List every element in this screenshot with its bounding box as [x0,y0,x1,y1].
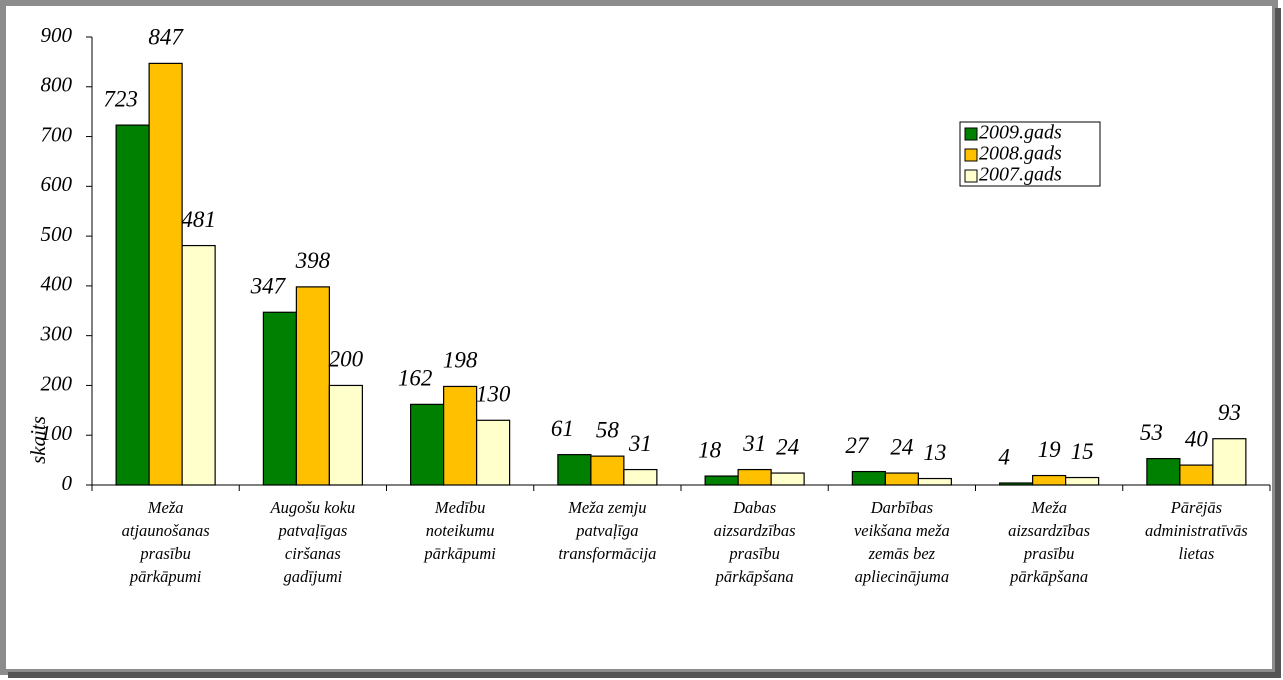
shadow [8,672,1281,678]
bar [590,455,625,486]
y-tick-label: 900 [41,23,73,47]
data-label: 31 [742,431,766,456]
bar [1146,458,1181,486]
bar [1212,438,1247,486]
x-tick-label: pārkāpumi [423,544,496,563]
data-label: 13 [923,440,946,465]
x-tick-label: Medību [434,498,485,517]
bar [704,475,739,486]
y-tick-label: 600 [41,172,73,196]
data-label: 347 [250,274,287,299]
x-tick-label: Meža zemju [567,498,646,517]
bar [557,454,592,486]
x-tick-label: gadījumi [284,567,343,586]
y-tick-label: 100 [41,421,73,445]
x-tick-label: Meža [1030,498,1067,517]
data-label: 481 [181,207,216,232]
x-tick-label: zemās bez [868,544,936,563]
bar [770,472,805,486]
bar [737,468,772,486]
data-label: 130 [476,382,511,407]
x-tick-label: transformācija [558,544,656,563]
data-label: 53 [1140,420,1163,445]
data-label: 27 [845,433,870,458]
bar [410,403,445,486]
data-label: 200 [329,347,364,372]
data-label: 162 [398,366,433,391]
legend-box [959,121,1101,187]
y-tick-label: 700 [41,122,73,146]
data-label: 19 [1038,437,1062,462]
x-tick-label: noteikumu [426,521,495,540]
x-tick-label: Augošu koku [269,498,355,517]
data-label: 15 [1071,439,1094,464]
data-label: 18 [698,437,722,462]
bar [917,477,952,486]
x-tick-label: aizsardzības [714,521,796,540]
data-label: 58 [596,417,620,442]
y-tick-label: 400 [41,272,73,296]
data-label: 61 [551,416,574,441]
x-tick-label: pārkāpšana [1009,567,1088,586]
x-tick-label: Darbības [870,498,933,517]
data-label: 24 [776,434,799,459]
shadow [1275,8,1281,678]
x-tick-label: Dabas [732,498,776,517]
bar [851,470,886,486]
x-tick-label: aizsardzības [1008,521,1090,540]
bar [999,482,1034,486]
x-tick-label: lietas [1179,544,1215,563]
bar [295,286,330,486]
x-tick-label: pārkāpumi [129,567,202,586]
legend-label: 2007.gads [979,164,1062,186]
x-tick-label: atjaunošanas [122,521,210,540]
x-tick-label: prasību [139,544,190,563]
bar [1179,464,1214,486]
bar [623,468,658,486]
y-tick-label: 500 [41,222,73,246]
y-axis-label: skaits [26,416,50,464]
legend-label: 2009.gads [979,122,1062,144]
bar [262,311,297,486]
data-label: 723 [103,86,138,111]
legend-swatch [964,169,978,183]
bar [443,385,478,486]
x-tick-label: prasību [728,544,779,563]
y-tick-label: 200 [41,371,73,395]
bar [476,419,511,486]
y-tick-label: 800 [41,73,73,97]
legend-swatch [964,127,978,141]
x-tick-label: ciršanas [285,544,341,563]
bar [1065,476,1100,486]
bar [181,244,216,486]
bar [884,472,919,486]
x-tick-label: pārkāpšana [715,567,794,586]
bar [328,384,363,486]
legend-label: 2008.gads [979,143,1062,165]
legend-swatch [964,148,978,162]
bar [115,124,150,486]
data-label: 31 [628,431,652,456]
data-label: 198 [443,348,478,373]
x-tick-label: patvaļīgas [278,521,348,540]
y-tick-label: 300 [40,321,73,345]
x-tick-label: patvaļīga [575,521,638,540]
data-label: 847 [148,25,184,50]
y-tick-label: 0 [62,471,73,495]
x-tick-label: administratīvās [1145,521,1248,540]
x-tick-label: Meža [147,498,184,517]
data-label: 24 [890,434,913,459]
data-label: 93 [1218,400,1241,425]
data-label: 4 [998,444,1010,469]
x-tick-label: apliecinājuma [855,567,949,586]
data-label: 40 [1185,426,1209,451]
x-tick-label: prasību [1023,544,1074,563]
bar [1032,474,1067,486]
data-label: 398 [295,248,331,273]
x-tick-label: veikšana meža [854,521,950,540]
bar [148,62,183,486]
x-tick-label: Pārējās [1170,498,1222,517]
